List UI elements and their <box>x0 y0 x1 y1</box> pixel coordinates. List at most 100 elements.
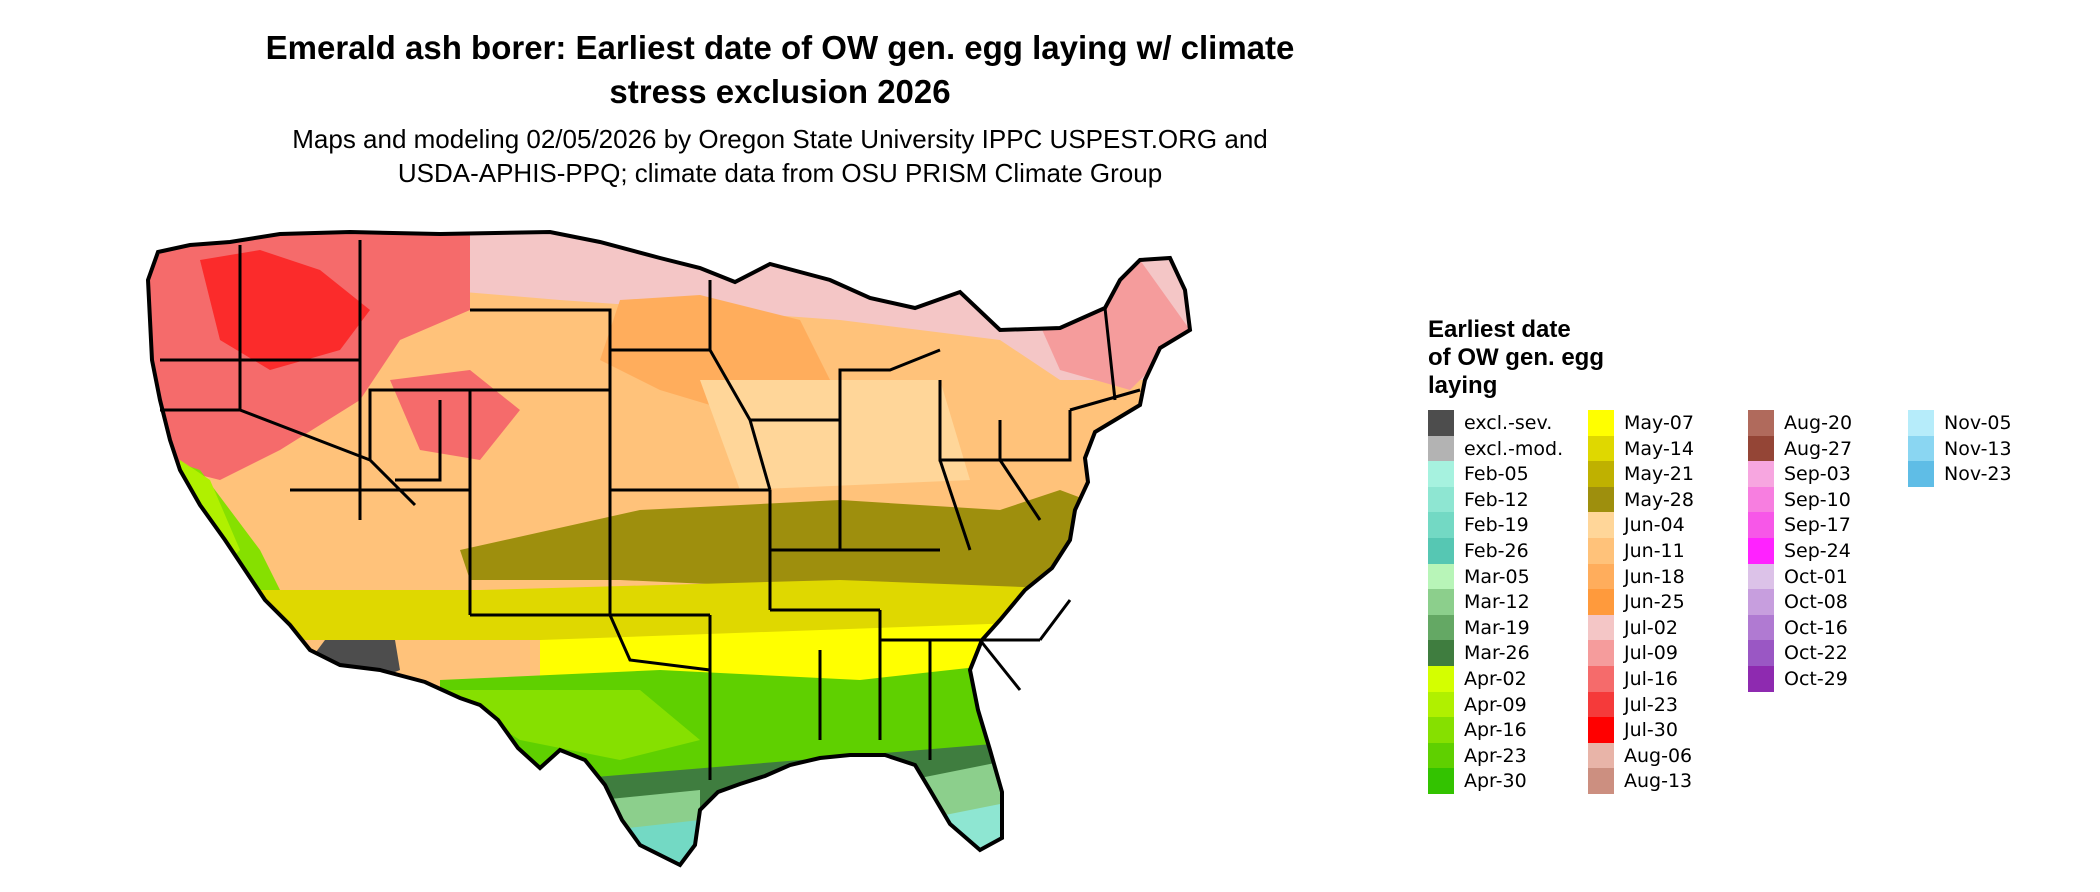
legend-label: Oct-29 <box>1784 668 1848 690</box>
legend-label: Feb-12 <box>1464 488 1529 511</box>
legend-label: Aug-20 <box>1784 412 1853 434</box>
legend-swatch <box>1908 461 1934 488</box>
legend-swatch <box>1428 717 1454 744</box>
legend-swatch <box>1428 666 1454 692</box>
legend-item: Jul-23 <box>1588 691 1678 718</box>
legend-swatch <box>1588 768 1614 795</box>
legend-title-line-3: laying <box>1428 372 1498 399</box>
legend-label: Mar-19 <box>1464 616 1530 639</box>
legend-label: Jul-16 <box>1624 668 1678 690</box>
legend-item: Aug-06 <box>1588 742 1693 769</box>
legend-swatch <box>1748 512 1774 539</box>
legend-swatch <box>1588 666 1614 692</box>
legend-swatch <box>1748 461 1774 488</box>
legend-label: Jun-18 <box>1624 565 1685 588</box>
legend-item: Feb-05 <box>1428 461 1529 488</box>
legend-item: May-07 <box>1588 410 1694 436</box>
legend-swatch <box>1748 614 1774 641</box>
subtitle-line-1: Maps and modeling 02/05/2026 by Oregon S… <box>292 124 1268 154</box>
legend-item: Jul-09 <box>1588 640 1678 667</box>
legend-item: Oct-22 <box>1748 640 1848 667</box>
legend-swatch <box>1748 666 1774 692</box>
legend-label: Oct-08 <box>1784 591 1848 614</box>
legend-label: Sep-24 <box>1784 540 1851 562</box>
legend-swatch <box>1748 589 1774 616</box>
legend-label: Mar-05 <box>1464 565 1530 588</box>
legend-item: Mar-12 <box>1428 589 1530 616</box>
legend-item: Nov-13 <box>1908 435 2012 462</box>
legend-item: Apr-16 <box>1428 717 1527 744</box>
legend-item: Oct-01 <box>1748 563 1848 590</box>
map-subtitle: Maps and modeling 02/05/2026 by Oregon S… <box>160 122 1400 190</box>
legend-item: Oct-08 <box>1748 589 1848 616</box>
legend-label: Mar-12 <box>1464 591 1530 614</box>
legend-label: Sep-17 <box>1784 514 1851 537</box>
legend-item: Mar-05 <box>1428 563 1530 590</box>
legend-label: Apr-30 <box>1464 770 1527 793</box>
legend-swatch <box>1748 640 1774 667</box>
legend-label: Aug-06 <box>1624 744 1693 767</box>
legend-swatch <box>1428 461 1454 488</box>
legend-item: Oct-29 <box>1748 666 1848 692</box>
legend-swatch <box>1588 486 1614 513</box>
legend-label: excl.-sev. <box>1464 412 1553 434</box>
legend-label: Apr-16 <box>1464 719 1527 742</box>
legend-label: Feb-05 <box>1464 463 1529 486</box>
legend-label: Feb-19 <box>1464 514 1529 537</box>
legend-label: Mar-26 <box>1464 642 1530 665</box>
legend-item: Feb-26 <box>1428 538 1529 564</box>
legend-item: Jul-16 <box>1588 666 1678 692</box>
legend-item: Mar-26 <box>1428 640 1530 667</box>
legend-item: Jun-11 <box>1588 538 1685 564</box>
legend-swatch <box>1428 435 1454 462</box>
legend-swatch <box>1588 640 1614 667</box>
legend-label: Aug-27 <box>1784 437 1853 460</box>
legend-swatch <box>1588 742 1614 769</box>
legend-swatch <box>1588 717 1614 744</box>
legend-swatch <box>1428 640 1454 667</box>
legend-item: Aug-27 <box>1748 435 1853 462</box>
legend-label: May-21 <box>1624 463 1694 486</box>
legend-item: Sep-17 <box>1748 512 1851 539</box>
legend-swatch <box>1588 461 1614 488</box>
legend-item: Jul-30 <box>1588 717 1678 744</box>
legend-item: Sep-24 <box>1748 538 1851 564</box>
legend-label: Jul-30 <box>1624 719 1678 742</box>
legend-label: Nov-23 <box>1944 463 2012 486</box>
legend-label: Jun-25 <box>1624 591 1685 614</box>
legend-item: Apr-23 <box>1428 742 1527 769</box>
legend-item: Nov-05 <box>1908 410 2012 436</box>
legend-swatch <box>1748 538 1774 564</box>
legend-label: May-07 <box>1624 412 1694 434</box>
legend-swatch <box>1428 563 1454 590</box>
legend-swatch <box>1588 563 1614 590</box>
legend-swatch <box>1908 435 1934 462</box>
legend-item: Feb-12 <box>1428 486 1529 513</box>
legend-label: Nov-05 <box>1944 412 2012 434</box>
legend-item: May-21 <box>1588 461 1694 488</box>
legend-item: Jun-25 <box>1588 589 1685 616</box>
legend-label: Apr-23 <box>1464 744 1527 767</box>
legend-label: Jul-09 <box>1624 642 1678 665</box>
legend: Earliest date of OW gen. egg laying excl… <box>1428 316 2012 795</box>
legend-label: Sep-03 <box>1784 463 1851 486</box>
legend-label: Apr-09 <box>1464 693 1527 716</box>
legend-item: Jun-18 <box>1588 563 1685 590</box>
legend-label: Feb-26 <box>1464 540 1529 562</box>
legend-item: Nov-23 <box>1908 461 2012 488</box>
legend-item: Apr-30 <box>1428 768 1527 795</box>
legend-item: Jul-02 <box>1588 614 1678 641</box>
legend-swatch <box>1428 614 1454 641</box>
legend-swatch <box>1588 691 1614 718</box>
legend-swatch <box>1588 410 1614 436</box>
legend-label: Oct-22 <box>1784 642 1848 665</box>
legend-swatch <box>1588 538 1614 564</box>
legend-label: Sep-10 <box>1784 488 1851 511</box>
legend-label: Apr-02 <box>1464 668 1527 690</box>
legend-label: Oct-01 <box>1784 565 1848 588</box>
legend-item: Aug-13 <box>1588 768 1692 795</box>
legend-label: Jun-11 <box>1624 540 1685 562</box>
legend-swatch <box>1748 410 1774 436</box>
legend-item: excl.-sev. <box>1428 410 1552 436</box>
legend-title-line-2: of OW gen. egg <box>1428 344 1604 371</box>
